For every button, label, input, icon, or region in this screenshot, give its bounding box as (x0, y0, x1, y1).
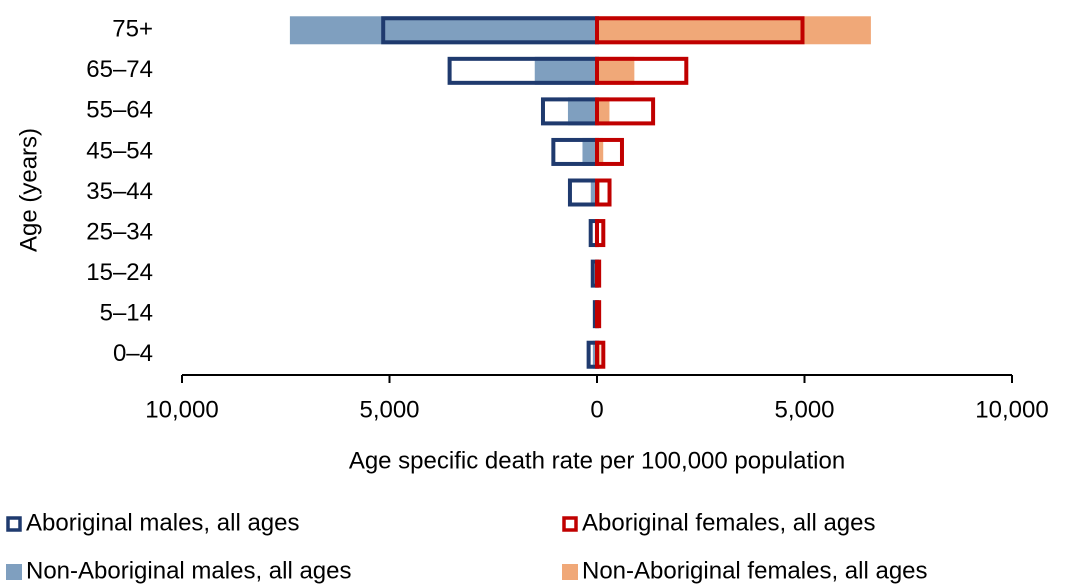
bar (595, 259, 602, 288)
legend-label: Non-Aboriginal males, all ages (26, 557, 352, 584)
bar (592, 340, 597, 369)
bar (597, 97, 610, 126)
y-tick-label: 25–34 (86, 218, 153, 245)
bar (597, 56, 635, 85)
y-tick-label: 0–4 (113, 340, 153, 367)
bar (534, 56, 597, 85)
bar (595, 56, 689, 85)
legend-swatch (562, 564, 578, 580)
bar (567, 97, 597, 126)
x-axis-title: Age specific death rate per 100,000 popu… (349, 447, 845, 474)
bar (595, 219, 606, 248)
y-tick-label: 15–24 (86, 259, 153, 286)
bar (595, 178, 612, 207)
bar (597, 137, 604, 166)
x-tick-label: 0 (590, 396, 603, 423)
x-tick-label: 10,000 (145, 396, 218, 423)
legend-label: Aboriginal females, all ages (582, 509, 876, 536)
y-tick-label: 5–14 (100, 300, 153, 327)
bar (582, 137, 597, 166)
legend-swatch (6, 564, 22, 580)
bar (289, 16, 597, 45)
legend-label: Aboriginal males, all ages (26, 509, 299, 536)
x-tick-label: 5,000 (359, 396, 419, 423)
bar (590, 178, 597, 207)
y-tick-label: 75+ (112, 16, 153, 43)
bar (595, 16, 805, 45)
bar (595, 97, 656, 126)
bar (595, 137, 624, 166)
bar (595, 300, 602, 329)
legend-swatch (562, 516, 578, 532)
legend-label: Non-Aboriginal females, all ages (582, 557, 928, 584)
bar (595, 340, 606, 369)
y-axis-title: Age (years) (15, 128, 42, 252)
y-tick-label: 45–54 (86, 137, 153, 164)
y-tick-label: 65–74 (86, 56, 153, 83)
legend-swatch (6, 516, 22, 532)
x-tick-label: 5,000 (774, 396, 834, 423)
bar (597, 16, 871, 45)
y-tick-label: 55–64 (86, 97, 153, 124)
y-tick-label: 35–44 (86, 178, 153, 205)
x-tick-label: 10,000 (975, 396, 1048, 423)
